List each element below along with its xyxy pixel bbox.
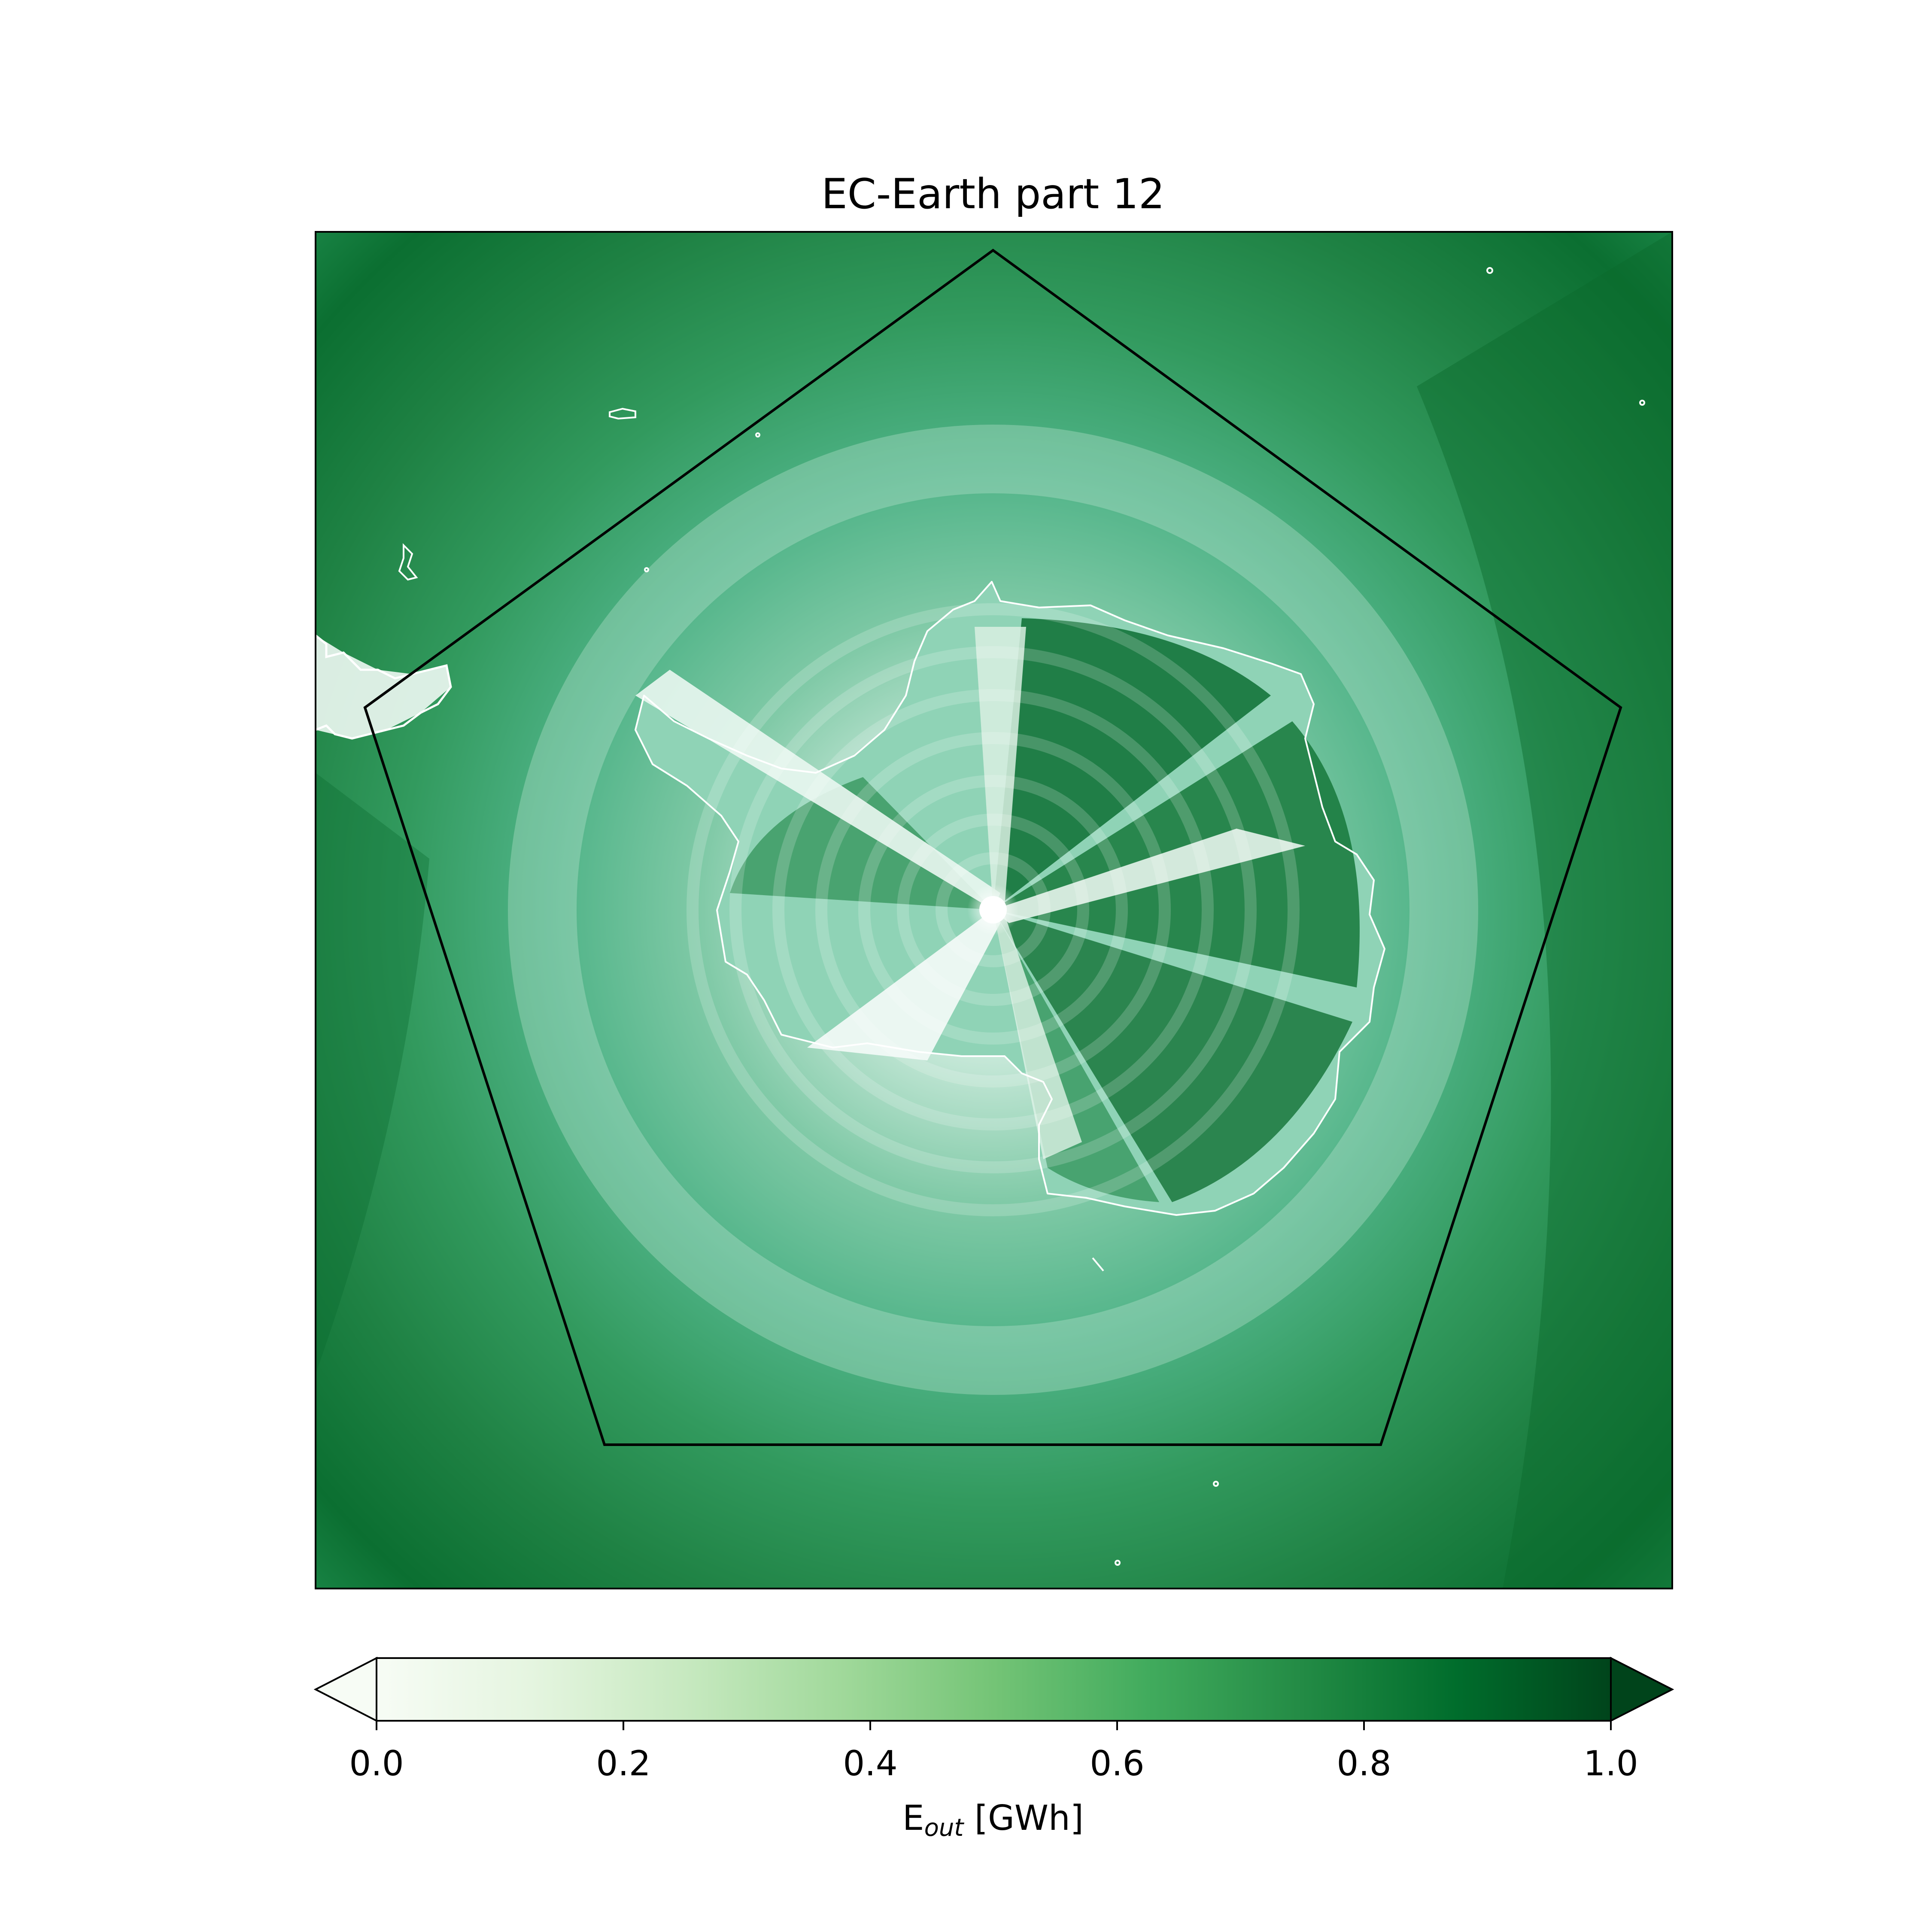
ray-light-north (975, 627, 1026, 910)
islands (398, 267, 1645, 1566)
colorbar-tick-label-3: 0.6 (1090, 1744, 1144, 1783)
colorbar-tick-label-5: 1.0 (1583, 1744, 1638, 1783)
ring-bands (687, 603, 1300, 1216)
colorbar: 0.0 0.2 0.4 0.6 0.8 1.0 Eout [GWh] (313, 1656, 1674, 1842)
colorbar-label-unit: [GWh] (963, 1798, 1084, 1838)
wedge-dark-south (993, 910, 1159, 1202)
antarctica-coastline (635, 581, 1385, 1216)
colorbar-ticks (376, 1721, 1612, 1730)
island-falklands (609, 407, 636, 420)
south-america-coastline (316, 635, 452, 740)
field-light-ring (508, 425, 1478, 1395)
colorbar-tick-label-4: 0.8 (1337, 1744, 1391, 1783)
colorbar-label: Eout [GWh] (902, 1798, 1084, 1842)
colorbar-tick-label-2: 0.4 (843, 1744, 897, 1783)
colorbar-label-subscript: out (924, 1814, 965, 1842)
island-small-2 (1639, 400, 1645, 406)
colorbar-extend-max (1610, 1656, 1674, 1722)
plot-title: EC-Earth part 12 (821, 170, 1165, 218)
island-small-4 (1213, 1481, 1219, 1487)
island-small-3 (644, 567, 649, 572)
ray-light-east (993, 829, 1305, 923)
pole-hole-glow (967, 884, 1019, 936)
ray-light-peninsula (635, 670, 1000, 910)
island-small-7 (755, 432, 760, 437)
wedge-dark-northeast (993, 618, 1271, 910)
colorbar-tick-label-0: 0.0 (349, 1744, 404, 1783)
island-small-6 (1092, 1257, 1104, 1272)
map-field (316, 232, 1672, 1589)
field-dark-sector-east (1417, 232, 1672, 1589)
colorbar-gradient (376, 1657, 1612, 1722)
ray-light-southwest (807, 910, 1000, 1060)
colorbar-tick-label-1: 0.2 (596, 1744, 650, 1783)
colorbar-label-main: E (902, 1798, 924, 1838)
island-small-5 (1115, 1560, 1121, 1566)
island-small-1 (1486, 267, 1493, 274)
pentagon-boundary (363, 249, 1622, 1446)
field-dark-sector-west (316, 773, 429, 1374)
south-america-tip (316, 635, 451, 738)
wedge-dark-southeast (993, 910, 1352, 1202)
map-axes-frame (315, 231, 1673, 1589)
colorbar-extend-min (313, 1656, 377, 1722)
ray-light-southsouth (993, 910, 1082, 1159)
island-south-georgia (398, 543, 418, 581)
wedge-dark-west (730, 777, 993, 910)
